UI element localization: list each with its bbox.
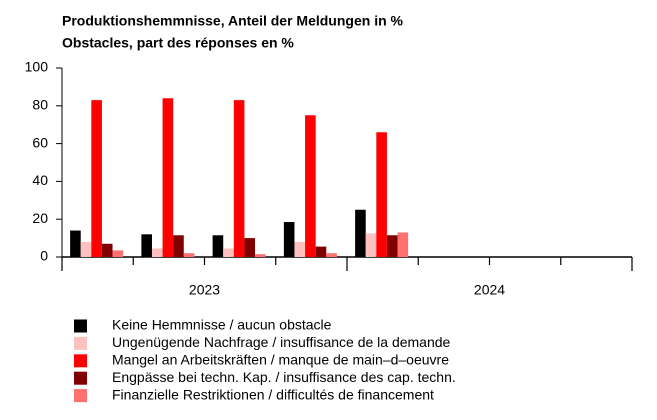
bar	[112, 250, 124, 257]
bar	[141, 234, 152, 257]
legend-swatch	[74, 354, 87, 368]
bar	[183, 253, 195, 257]
legend-swatch	[74, 371, 87, 385]
bar	[305, 115, 316, 257]
bar	[80, 241, 92, 257]
bar	[294, 241, 306, 257]
bar	[151, 248, 163, 257]
bar	[355, 209, 366, 257]
legend-swatch	[74, 319, 87, 333]
bar	[233, 100, 245, 257]
y-tick-label: 100	[25, 59, 49, 75]
legend-label: Ungenügende Nachfrage / insuffisance de …	[112, 334, 451, 350]
bar	[162, 98, 174, 258]
bar	[386, 235, 398, 257]
y-tick-label: 0	[40, 248, 48, 264]
chart-title: Produktionshemmnisse, Anteil der Meldung…	[62, 13, 404, 29]
legend-label: Keine Hemmnisse / aucun obstacle	[112, 317, 332, 333]
bar	[223, 248, 234, 257]
x-group-label: 2023	[189, 282, 220, 298]
bar	[101, 243, 113, 257]
y-tick-label: 60	[32, 134, 48, 150]
x-group-label: 2024	[474, 282, 505, 298]
bar	[365, 233, 377, 257]
bar	[173, 235, 184, 257]
y-tick-label: 80	[32, 97, 48, 113]
bar	[212, 235, 224, 257]
y-tick-label: 20	[32, 210, 48, 226]
bar	[315, 246, 327, 257]
legend-swatch	[74, 336, 87, 350]
bar	[255, 254, 266, 257]
legend-label: Mangel an Arbeitskräften / manque de mai…	[112, 352, 449, 368]
bar	[70, 230, 81, 257]
bar	[283, 222, 295, 257]
bar	[91, 100, 102, 257]
legend-swatch	[74, 389, 87, 403]
bar	[376, 132, 387, 257]
bar	[244, 238, 256, 257]
chart-subtitle: Obstacles, part des réponses en %	[62, 35, 294, 51]
bar	[397, 232, 409, 257]
legend-label: Engpässe bei techn. Kap. / insuffisance …	[112, 369, 456, 385]
y-tick-label: 40	[32, 172, 48, 188]
bar	[326, 253, 337, 257]
legend-label: Finanzielle Restriktionen / difficultés …	[112, 386, 434, 402]
